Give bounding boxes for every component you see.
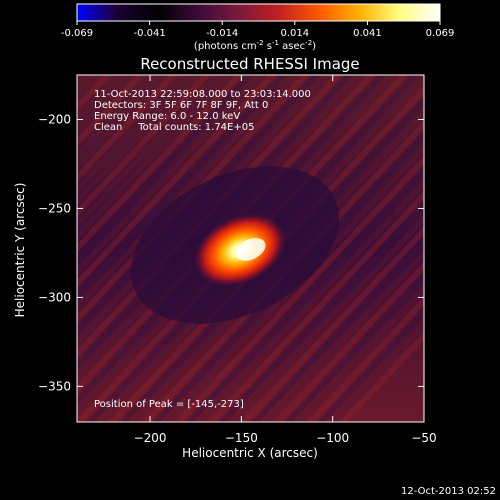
sidelobe-stripe <box>77 75 211 218</box>
annotation-clean-counts: Clean Total counts: 1.74E+05 <box>94 122 254 133</box>
sidelobe-stripe <box>77 75 189 195</box>
sidelobe-stripe <box>306 296 424 422</box>
colorbar-units: (photons cm-2 s-1 asec-2) <box>194 39 316 52</box>
sidelobe-stripe <box>295 284 424 422</box>
sidelobe-stripe <box>77 75 266 277</box>
x-tick-label: −50 <box>411 431 436 445</box>
sidelobe-stripe <box>229 214 424 422</box>
annotation-energy-range: Energy Range: 6.0 - 12.0 keV <box>94 111 240 122</box>
colorbar-tick-label: -0.069 <box>61 28 93 39</box>
colorbar-tick-label: 0.041 <box>353 28 382 39</box>
annotation-block: 11-Oct-2013 22:59:08.000 to 23:03:14.000… <box>94 89 311 133</box>
annotation-time-range: 11-Oct-2013 22:59:08.000 to 23:03:14.000 <box>94 89 311 100</box>
sidelobe-stripe <box>77 75 145 148</box>
sidelobe-stripe <box>77 75 244 253</box>
x-tick-label: −100 <box>316 431 349 445</box>
chart-title: Reconstructed RHESSI Image <box>140 55 359 73</box>
sidelobe-stripe <box>218 202 424 422</box>
sidelobe-stripe <box>174 155 424 422</box>
sidelobe-stripe <box>0 35 57 462</box>
sidelobe-stripe <box>0 35 79 462</box>
colorbar-gradient <box>76 3 441 22</box>
y-tick-label: −300 <box>38 290 71 304</box>
sidelobe-stripe <box>77 75 277 289</box>
colorbar-ticks: -0.069 -0.041 -0.014 0.014 0.041 0.069 <box>61 21 454 39</box>
x-tick-label: −150 <box>225 431 258 445</box>
sidelobe-stripe <box>77 75 167 171</box>
heatmap-image <box>0 35 424 462</box>
y-axis-ticks: −200 −250 −300 −350 <box>38 112 424 393</box>
sidelobe-stripe <box>196 178 424 422</box>
sidelobe-stripe <box>77 75 255 265</box>
sidelobe-stripe <box>251 237 424 422</box>
y-axis-label: Heliocentric Y (arcsec) <box>13 183 27 318</box>
peak-position-label: Position of Peak = [-145,-273] <box>94 399 244 410</box>
sidelobe-stripe <box>262 249 424 422</box>
y-tick-label: −350 <box>38 379 71 393</box>
sidelobe-stripe <box>77 75 112 112</box>
sidelobe-stripe <box>77 75 156 159</box>
y-tick-label: −250 <box>38 201 71 215</box>
annotation-detectors: Detectors: 3F 5F 6F 7F 8F 9F, Att 0 <box>94 100 268 111</box>
sidelobe-stripe <box>77 75 134 136</box>
colorbar-tick-label: -0.041 <box>133 28 165 39</box>
sidelobe-stripe <box>77 75 123 124</box>
colorbar-tick-label: 0.014 <box>280 28 309 39</box>
sidelobe-stripe <box>77 75 233 242</box>
sidelobe-stripe <box>328 319 424 422</box>
sidelobe-stripe <box>77 75 299 312</box>
footer-timestamp: 12-Oct-2013 02:52 <box>401 486 496 497</box>
sidelobe-stripe <box>240 225 424 422</box>
plot-frame <box>76 74 425 423</box>
x-axis-label: Heliocentric X (arcsec) <box>182 446 318 460</box>
sidelobe-stripe <box>284 272 424 422</box>
colorbar: -0.069 -0.041 -0.014 0.014 0.041 0.069 (photo… <box>61 3 454 52</box>
sidelobe-stripe <box>77 75 222 230</box>
sidelobe-stripe <box>77 75 200 206</box>
sidelobe-stripe <box>207 190 424 422</box>
colorbar-tick-label: -0.014 <box>206 28 238 39</box>
x-axis-ticks: −200 −150 −100 −50 <box>134 75 437 445</box>
sidelobe-stripe <box>77 75 288 300</box>
heatmap-peak <box>235 238 266 261</box>
x-tick-label: −200 <box>134 431 167 445</box>
y-tick-label: −200 <box>38 112 71 126</box>
sidelobe-stripe <box>317 308 424 422</box>
sidelobe-stripe <box>0 35 68 462</box>
sidelobe-stripe <box>185 167 424 422</box>
colorbar-tick-label: 0.069 <box>426 28 455 39</box>
sidelobe-stripe <box>77 75 178 183</box>
sidelobe-stripe <box>339 331 424 422</box>
sidelobe-stripe <box>273 261 424 422</box>
